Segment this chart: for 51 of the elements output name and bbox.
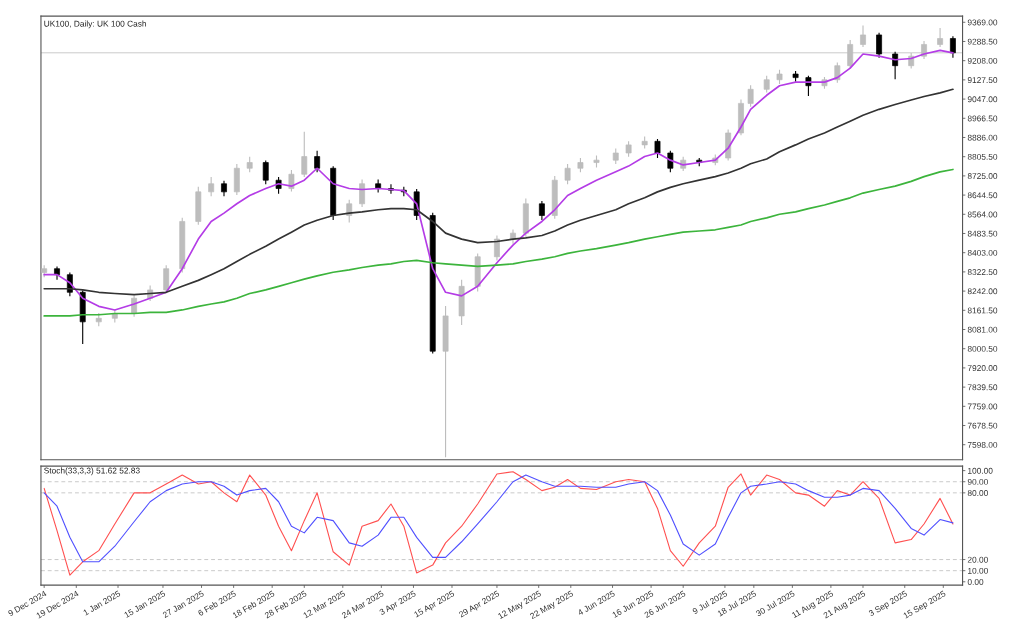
x-tick-label: 1 Jan 2025 bbox=[82, 590, 121, 616]
y-tick-label: 8403.00 bbox=[967, 249, 998, 256]
y-tick-label: 20.00 bbox=[967, 556, 988, 563]
y-tick-label: 8725.00 bbox=[967, 173, 998, 179]
line-series bbox=[43, 168, 954, 317]
chart-title: UK100, Daily: UK 100 Cash bbox=[44, 20, 147, 29]
y-tick-label: 8322.50 bbox=[967, 269, 998, 275]
y-tick-label: 10.00 bbox=[968, 567, 988, 574]
candlestick bbox=[494, 234, 500, 262]
y-tick-label: 9127.50 bbox=[967, 77, 998, 83]
y-tick-label: 7759.00 bbox=[967, 403, 998, 410]
candlestick bbox=[262, 159, 269, 185]
y-tick-label: 8966.50 bbox=[967, 115, 998, 122]
y-tick-label: 9369.00 bbox=[967, 19, 998, 26]
line-series bbox=[43, 474, 954, 563]
y-tick-label: 8564.00 bbox=[967, 211, 998, 218]
y-tick-label: 8081.00 bbox=[967, 326, 998, 333]
y-tick-label: 7598.00 bbox=[967, 441, 998, 448]
y-tick-label: 8000.50 bbox=[967, 345, 998, 352]
y-tick-label: 7920.00 bbox=[967, 365, 998, 372]
candlestick bbox=[950, 35, 956, 59]
y-tick-label: 9208.00 bbox=[967, 57, 998, 64]
y-tick-label: 8483.50 bbox=[967, 230, 998, 237]
y-tick-label: 100.00 bbox=[968, 467, 993, 474]
candlestick bbox=[301, 131, 308, 178]
y-tick-label: 8805.50 bbox=[967, 153, 998, 160]
candlestick bbox=[747, 84, 754, 108]
y-tick-label: 0.00 bbox=[967, 579, 984, 585]
candlestick bbox=[860, 25, 866, 48]
candlestick bbox=[314, 150, 321, 173]
candlestick bbox=[876, 32, 882, 59]
candlestick bbox=[538, 200, 545, 221]
y-tick-label: 90.00 bbox=[967, 478, 988, 485]
y-tick-label: 8242.00 bbox=[967, 288, 998, 295]
candlestick bbox=[667, 150, 674, 173]
y-tick-label: 80.00 bbox=[967, 490, 988, 496]
candlestick bbox=[564, 163, 571, 185]
y-tick-label: 7839.50 bbox=[967, 384, 998, 391]
candlestick bbox=[359, 178, 365, 208]
candlestick bbox=[233, 163, 240, 196]
chart-title: Stoch(33,3,3) 51.62 52.83 bbox=[44, 467, 140, 476]
y-tick-label: 8161.50 bbox=[967, 307, 998, 314]
candlestick bbox=[937, 27, 943, 48]
y-tick-label: 9288.50 bbox=[967, 38, 998, 45]
y-tick-label: 7678.50 bbox=[967, 422, 998, 429]
y-tick-label: 8886.00 bbox=[967, 134, 998, 141]
candlestick bbox=[654, 138, 661, 159]
y-tick-label: 9047.00 bbox=[967, 96, 998, 103]
candlestick bbox=[892, 51, 899, 80]
candlestick bbox=[208, 176, 215, 197]
y-tick-label: 8644.50 bbox=[967, 192, 998, 199]
